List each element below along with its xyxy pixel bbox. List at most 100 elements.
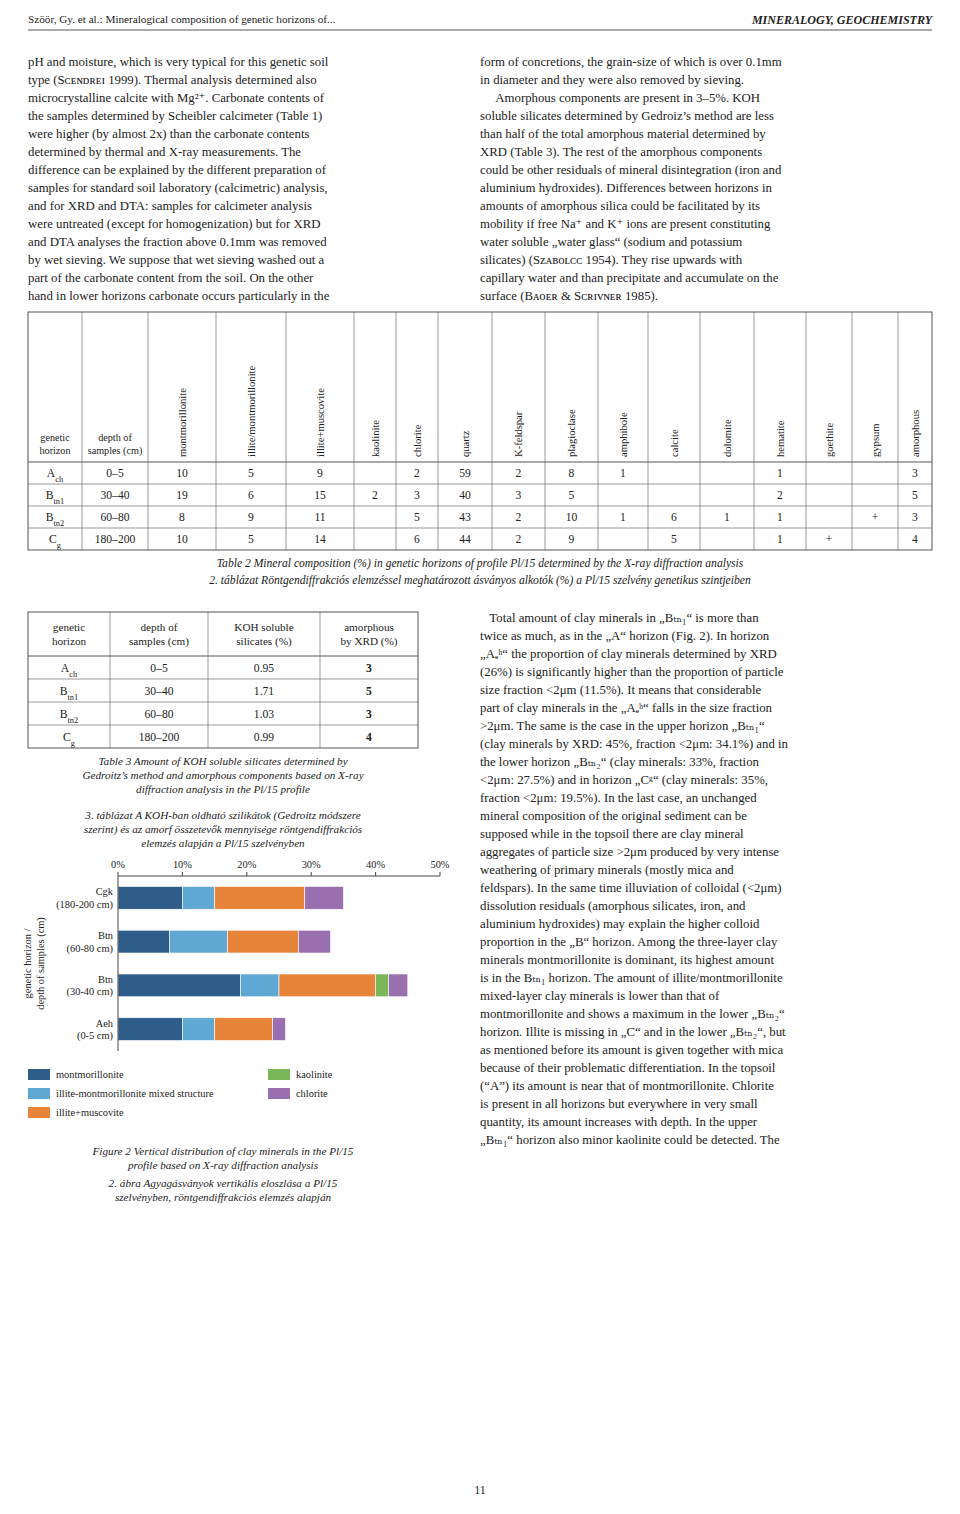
- table-header: genetichorizon: [52, 621, 87, 647]
- table-cell: 11: [314, 511, 325, 524]
- table-rule: [148, 312, 149, 550]
- table-rule: [28, 679, 418, 680]
- table-row-label: Ach: [47, 467, 64, 484]
- legend-label: montmorillonite: [56, 1069, 124, 1080]
- table-rule: [754, 312, 755, 550]
- table-header: amorphous: [910, 410, 921, 457]
- table-cell: 10: [566, 511, 578, 524]
- table-cell: 5: [248, 533, 254, 546]
- table-cell: 5: [912, 489, 918, 502]
- table-rule: [598, 312, 599, 550]
- x-axis-line: [118, 876, 440, 877]
- table-rule: [28, 702, 418, 703]
- table-cell: 2: [516, 533, 522, 546]
- table-cell: 2: [414, 467, 420, 480]
- table-cell: 4: [912, 533, 918, 546]
- table-rule: [28, 725, 418, 726]
- table-cell: 6: [248, 489, 254, 502]
- table-rule: [216, 312, 217, 550]
- table-row-label: Cg: [49, 533, 62, 550]
- table-cell: 3: [366, 662, 372, 675]
- table-cell: 1: [777, 511, 783, 524]
- bar-segment: [279, 974, 376, 997]
- table-cell: 5: [366, 685, 372, 698]
- legend-swatch: [268, 1069, 290, 1080]
- table-header: depth ofsamples (cm): [129, 621, 189, 648]
- table-cell: 1: [620, 511, 626, 524]
- table-header: kaolinite: [370, 420, 381, 457]
- table-cell: 10: [176, 467, 188, 480]
- table-frame: [28, 312, 932, 550]
- bar-segment: [298, 930, 330, 953]
- table-cell: 9: [248, 511, 254, 524]
- x-tick: [440, 872, 441, 876]
- table-caption: 3. táblázat A KOH-ban oldható szilikátok…: [84, 809, 363, 849]
- chart: 0%10%20%30%40%50%Aeh(0-5 cm)Btn(30-40 cm…: [22, 859, 449, 1118]
- table-caption: Table 3 Amount of KOH soluble silicates …: [82, 755, 363, 795]
- body-text: form of concretions, the grain-size of w…: [480, 55, 782, 303]
- table-cell: 9: [317, 467, 323, 480]
- table-row-label: Ach: [61, 662, 78, 679]
- bar-segment: [118, 887, 182, 910]
- table-cell: 6: [414, 533, 420, 546]
- table-rule: [110, 612, 111, 748]
- table-header: amphibole: [618, 412, 629, 457]
- y-tick-label: Cgk(180-200 cm): [56, 886, 114, 911]
- x-tick-label: 50%: [430, 859, 449, 870]
- table-cell: 0.99: [254, 731, 274, 744]
- y-tick-label: Aeh(0-5 cm): [77, 1018, 114, 1043]
- table-rule: [28, 656, 418, 657]
- table-cell: 40: [459, 489, 471, 502]
- table-cell: 10: [176, 533, 188, 546]
- table-rule: [354, 312, 355, 550]
- table-rule: [898, 312, 899, 550]
- table-rule: [700, 312, 701, 550]
- bar-segment: [215, 1018, 273, 1041]
- table-cell: 2: [516, 511, 522, 524]
- bar-segment: [182, 887, 214, 910]
- bar-segment: [273, 1018, 286, 1041]
- table-rule: [28, 462, 932, 463]
- y-tick-label: Btn(60-80 cm): [67, 930, 114, 955]
- table-frame: [28, 612, 418, 748]
- x-tick: [375, 872, 376, 876]
- table-row-label: Btn1: [60, 685, 78, 702]
- table-cell: 8: [569, 467, 575, 480]
- bar-segment: [376, 974, 389, 997]
- table-rule: [852, 312, 853, 550]
- table-cell: 3: [912, 467, 918, 480]
- x-tick-label: 40%: [366, 859, 385, 870]
- running-header: Szöör, Gy. et al.: Mineralogical composi…: [28, 13, 336, 25]
- x-tick: [246, 872, 247, 876]
- table-cell: 60–80: [145, 708, 174, 721]
- table-cell: 5: [248, 467, 254, 480]
- bar-segment: [240, 974, 279, 997]
- legend-label: kaolinite: [296, 1069, 333, 1080]
- x-tick-label: 0%: [111, 859, 125, 870]
- legend-swatch: [28, 1069, 50, 1080]
- table-cell: 1: [777, 533, 783, 546]
- x-tick-label: 20%: [237, 859, 256, 870]
- table-cell: 8: [179, 511, 185, 524]
- bar-segment: [215, 887, 305, 910]
- table-cell: 5: [671, 533, 677, 546]
- table-cell: 1: [620, 467, 626, 480]
- x-tick: [118, 872, 119, 876]
- table-cell: 4: [366, 731, 372, 744]
- table-cell: 3: [516, 489, 522, 502]
- x-tick-label: 10%: [173, 859, 192, 870]
- table-cell: 19: [176, 489, 188, 502]
- bar-segment: [118, 1018, 182, 1041]
- header-rule: [28, 30, 932, 31]
- body-text: Total amount of clay minerals in „Bₜₙ₁“ …: [480, 611, 789, 1147]
- bar-segment: [388, 974, 407, 997]
- table-rule: [438, 312, 439, 550]
- bar-segment: [170, 930, 228, 953]
- table-cell: +: [872, 511, 879, 524]
- table-caption: 2. táblázat Röntgendiffrakciós elemzésse…: [209, 574, 751, 587]
- y-axis-line: [118, 876, 119, 1051]
- table-cell: 180–200: [95, 533, 136, 546]
- table-cell: 14: [314, 533, 326, 546]
- legend-swatch: [28, 1088, 50, 1099]
- table-header: KOH solublesilicates (%): [234, 621, 293, 648]
